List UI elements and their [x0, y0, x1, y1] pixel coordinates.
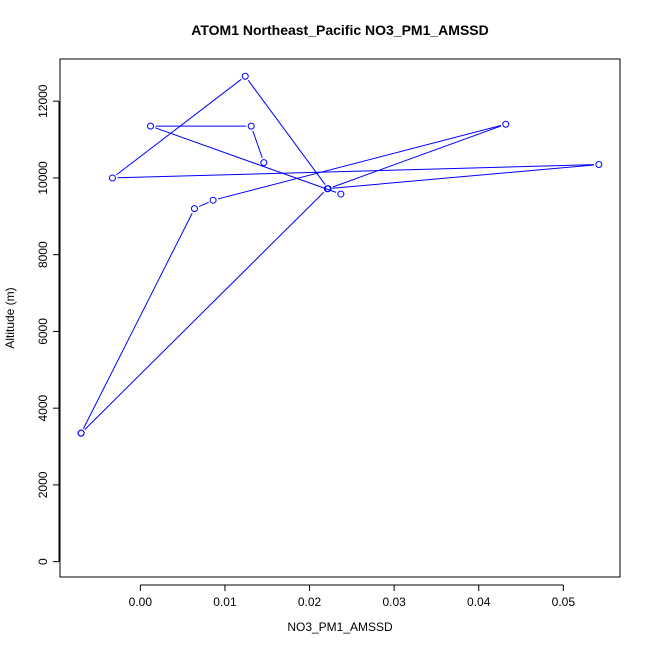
data-point: [191, 205, 199, 213]
y-axis: 0 2000 4000 6000 8000 10000 12000: [36, 84, 60, 565]
data-point: [77, 429, 85, 437]
x-tick-label: 0.00: [129, 595, 153, 609]
y-tick-label: 4000: [36, 395, 50, 422]
series-segment: [332, 125, 502, 188]
x-tick-label: 0.01: [213, 595, 237, 609]
series-segment: [117, 164, 594, 179]
y-tick-label: 0: [36, 558, 50, 565]
x-tick-label: 0.03: [382, 595, 406, 609]
series-segment: [252, 130, 263, 159]
series-segment: [155, 127, 337, 193]
x-axis-label: NO3_PM1_AMSSD: [287, 620, 393, 634]
data-point: [260, 159, 268, 167]
y-tick-label: 2000: [36, 471, 50, 498]
data-point: [241, 72, 249, 80]
series-segment: [198, 201, 209, 208]
data-point: [595, 161, 603, 169]
x-axis: 0.00 0.01 0.02 0.03 0.04 0.05: [129, 584, 576, 609]
data-point: [108, 174, 116, 182]
series-segment: [84, 191, 325, 430]
y-tick-label: 12000: [36, 84, 50, 118]
series-points: [77, 72, 603, 437]
data-point: [209, 196, 217, 204]
series-segment: [332, 164, 594, 189]
y-tick-label: 10000: [36, 161, 50, 195]
data-point: [147, 122, 155, 130]
data-point: [337, 190, 345, 198]
data-point: [324, 185, 332, 193]
chart-title: ATOM1 Northeast_Pacific NO3_PM1_AMSSD: [191, 22, 488, 38]
y-axis-label: Altitude (m): [3, 287, 17, 348]
y-tick-label: 6000: [36, 318, 50, 345]
x-tick-label: 0.02: [298, 595, 322, 609]
plot-frame: [59, 58, 621, 578]
data-point: [247, 122, 255, 130]
data-point: [502, 120, 510, 128]
y-tick-label: 8000: [36, 241, 50, 268]
x-tick-label: 0.04: [467, 595, 491, 609]
x-tick-label: 0.05: [552, 595, 576, 609]
series-segment: [116, 78, 242, 176]
series-segment: [217, 125, 502, 200]
series-segment: [82, 212, 193, 429]
series-lines: [82, 78, 594, 430]
series-segment: [247, 79, 326, 185]
